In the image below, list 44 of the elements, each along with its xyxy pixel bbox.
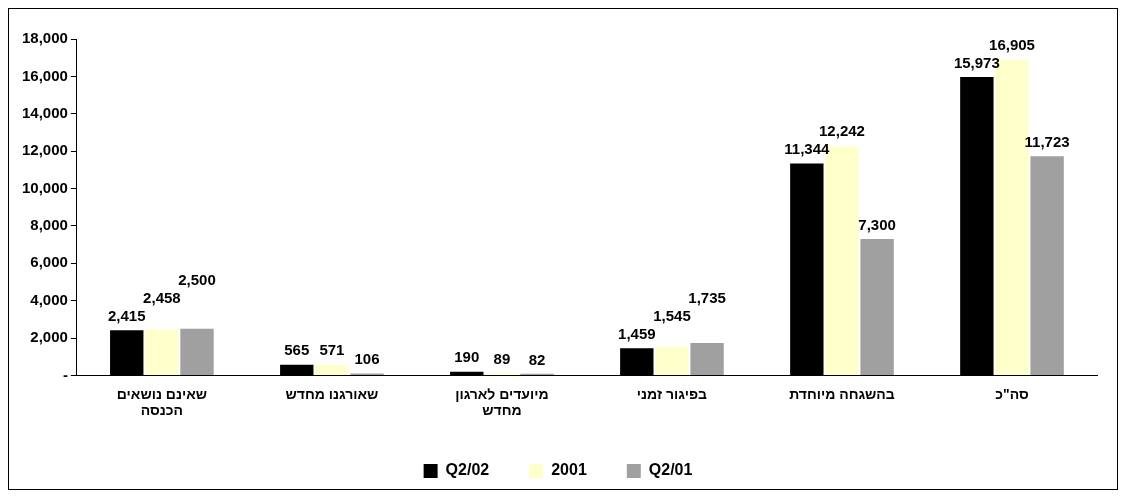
data-label: 2,500 <box>178 270 216 288</box>
y-tick-label: 6,000 <box>30 253 68 271</box>
data-label: 11,344 <box>784 140 831 158</box>
y-tick-label: 2,000 <box>30 328 68 346</box>
data-label: 12,242 <box>819 122 865 140</box>
data-label: 1,735 <box>688 288 726 306</box>
bar <box>315 364 349 375</box>
legend-label: 2001 <box>551 461 587 479</box>
bar <box>145 329 179 375</box>
legend-label: Q2/01 <box>648 461 693 479</box>
data-label: 190 <box>454 348 480 366</box>
x-tick-label: מיועדים לארגון מחדש <box>455 385 549 419</box>
y-tick-label: 14,000 <box>21 103 68 121</box>
bar <box>860 238 894 375</box>
y-tick-label: - <box>62 365 68 383</box>
data-label: 82 <box>528 350 546 368</box>
data-label: 89 <box>493 350 511 368</box>
bar <box>655 346 689 375</box>
x-tick-label: בהשגחה מיוחדת <box>789 385 895 402</box>
data-label: 106 <box>354 350 380 368</box>
data-label: 15,973 <box>953 53 1000 71</box>
data-label: 571 <box>319 341 345 359</box>
y-tick-label: 16,000 <box>21 66 68 84</box>
data-label: 2,458 <box>143 288 181 306</box>
bar <box>690 342 724 375</box>
y-tick-label: 18,000 <box>21 29 68 47</box>
x-tick-label: בפיגור זמני <box>636 385 708 402</box>
y-tick-label: 10,000 <box>21 178 68 196</box>
x-tick-label: שאורגנו מחדש <box>285 385 379 402</box>
x-tick-label: סה"כ <box>995 385 1029 402</box>
data-label: 1,459 <box>618 324 656 342</box>
data-label: 16,905 <box>989 35 1035 53</box>
legend-label: Q2/02 <box>445 461 490 479</box>
y-tick-label: 8,000 <box>30 216 68 234</box>
bar <box>180 328 214 375</box>
x-tick-label: שאינם נושאים הכנסה <box>116 385 207 419</box>
y-tick-label: 4,000 <box>30 290 68 308</box>
bar <box>1030 156 1064 375</box>
data-label: 565 <box>284 341 310 359</box>
y-tick-label: 12,000 <box>21 141 68 159</box>
data-label: 7,300 <box>858 215 896 233</box>
data-label: 2,415 <box>107 306 146 324</box>
data-label: 1,545 <box>653 306 691 324</box>
data-label: 11,723 <box>1024 132 1070 150</box>
